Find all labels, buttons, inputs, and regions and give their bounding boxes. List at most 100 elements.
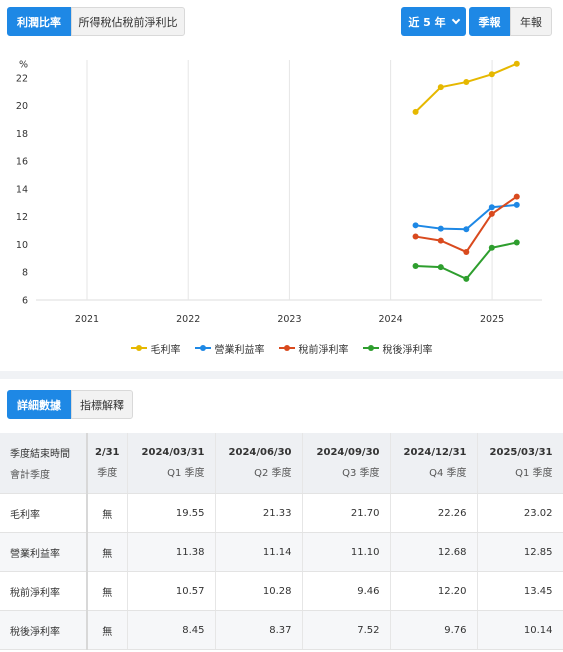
data-point: [412, 233, 419, 240]
legend-marker: [278, 343, 295, 353]
tab-profit-ratio[interactable]: 利潤比率: [7, 7, 71, 36]
value-cell: 22.26: [390, 493, 478, 533]
y-tick-label: 12: [16, 212, 28, 223]
y-axis-unit: %: [19, 60, 28, 71]
value-cell: 12.68: [390, 532, 478, 572]
value-cell: 12.20: [390, 571, 478, 611]
toolbar: 利潤比率 所得稅佔稅前淨利比 近 5 年 季報 年報: [0, 0, 563, 44]
header-quarter: Q3 季度: [342, 468, 380, 479]
section-divider: [0, 371, 563, 379]
value-cell: 9.76: [390, 610, 478, 650]
data-point: [412, 108, 419, 115]
header-date: 2024/03/31: [141, 447, 205, 458]
row-label: 營業利益率: [0, 532, 88, 572]
legend-item[interactable]: 營業利益率: [194, 340, 265, 356]
data-point: [513, 193, 520, 200]
period-label: 近 5 年: [408, 15, 446, 29]
table-row: 營業利益率 無 11.38 11.14 11.10 12.68 12.85: [0, 532, 563, 572]
x-tick-label: 2021: [75, 314, 99, 325]
legend-label: 稅前淨利率: [298, 344, 349, 356]
data-point: [463, 226, 470, 233]
x-tick-label: 2024: [379, 314, 403, 325]
data-point: [513, 201, 520, 208]
data-point: [437, 84, 444, 91]
tab-tax-ratio[interactable]: 所得稅佔稅前淨利比: [71, 7, 185, 36]
cut-cell: 無: [87, 571, 128, 611]
data-point: [437, 237, 444, 244]
data-point: [488, 244, 495, 251]
y-tick-label: 10: [16, 240, 28, 251]
row-label: 稅後淨利率: [0, 610, 88, 650]
header-date: 2025/03/31: [489, 447, 553, 458]
value-cell: 8.45: [127, 610, 216, 650]
value-cell: 10.57: [127, 571, 216, 611]
legend-item[interactable]: 毛利率: [130, 340, 181, 356]
value-cell: 10.14: [477, 610, 563, 650]
data-point: [463, 275, 470, 282]
legend-marker: [194, 343, 211, 353]
series-line: [415, 203, 517, 231]
y-tick-label: 20: [16, 101, 28, 112]
ratio-tab-group: 利潤比率 所得稅佔稅前淨利比: [7, 7, 185, 36]
value-cell: 21.70: [302, 493, 391, 533]
chart-legend: 毛利率 營業利益率 稅前淨利率 稅後淨利率: [0, 340, 563, 356]
y-tick-label: 22: [16, 73, 28, 84]
tab-quarterly[interactable]: 季報: [469, 7, 510, 36]
data-point: [412, 222, 419, 229]
header-col-4: 2024/12/31 Q4 季度: [390, 433, 478, 494]
value-cell: 13.45: [477, 571, 563, 611]
series-line: [415, 241, 517, 281]
row-label: 毛利率: [0, 493, 88, 533]
legend-item[interactable]: 稅前淨利率: [278, 340, 349, 356]
value-cell: 8.37: [215, 610, 303, 650]
data-point: [437, 225, 444, 232]
table-row: 稅前淨利率 無 10.57 10.28 9.46 12.20 13.45: [0, 571, 563, 611]
tab-detail-data[interactable]: 詳細數據: [7, 390, 71, 419]
tab-indicator-explain[interactable]: 指標解釋: [71, 390, 133, 419]
value-cell: 10.28: [215, 571, 303, 611]
data-point: [463, 248, 470, 255]
y-tick-label: 16: [16, 157, 28, 168]
value-cell: 11.10: [302, 532, 391, 572]
header-col-5: 2025/03/31 Q1 季度: [477, 433, 563, 494]
tab-yearly[interactable]: 年報: [510, 7, 552, 36]
value-cell: 11.14: [215, 532, 303, 572]
x-tick-label: 2023: [277, 314, 301, 325]
legend-label: 營業利益率: [214, 344, 265, 356]
value-cell: 11.38: [127, 532, 216, 572]
value-cell: 9.46: [302, 571, 391, 611]
y-tick-label: 6: [22, 296, 28, 307]
y-tick-label: 8: [22, 268, 28, 279]
header-quarter-label: 會計季度: [10, 470, 50, 481]
data-point: [437, 264, 444, 271]
header-cut-date: 2/31: [94, 447, 120, 458]
table-row: 稅後淨利率 無 8.45 8.37 7.52 9.76 10.14: [0, 610, 563, 650]
value-cell: 19.55: [127, 493, 216, 533]
header-period-label: 季度結束時間: [10, 449, 70, 460]
legend-marker: [130, 343, 147, 353]
value-cell: 12.85: [477, 532, 563, 572]
data-point: [488, 71, 495, 78]
row-label: 稅前淨利率: [0, 571, 88, 611]
header-cut-quarter: 季度: [97, 468, 118, 479]
data-point: [488, 210, 495, 217]
cut-cell: 無: [87, 610, 128, 650]
data-point: [412, 262, 419, 269]
detail-tab-group: 詳細數據 指標解釋: [7, 390, 133, 419]
freq-tab-group: 季報 年報: [469, 7, 552, 36]
data-point: [513, 60, 520, 67]
table-row: 毛利率 無 19.55 21.33 21.70 22.26 23.02: [0, 493, 563, 533]
legend-marker: [362, 343, 379, 353]
period-dropdown[interactable]: 近 5 年: [401, 7, 466, 36]
header-quarter: Q2 季度: [254, 468, 292, 479]
legend-item[interactable]: 稅後淨利率: [362, 340, 433, 356]
header-label-cell: 季度結束時間 會計季度: [0, 433, 88, 494]
header-cut-cell: 2/31 季度: [87, 433, 128, 494]
series-line: [414, 62, 518, 113]
cut-cell: 無: [87, 532, 128, 572]
data-point: [488, 204, 495, 211]
x-tick-label: 2025: [480, 314, 504, 325]
data-point: [513, 239, 520, 246]
header-quarter: Q4 季度: [429, 468, 467, 479]
